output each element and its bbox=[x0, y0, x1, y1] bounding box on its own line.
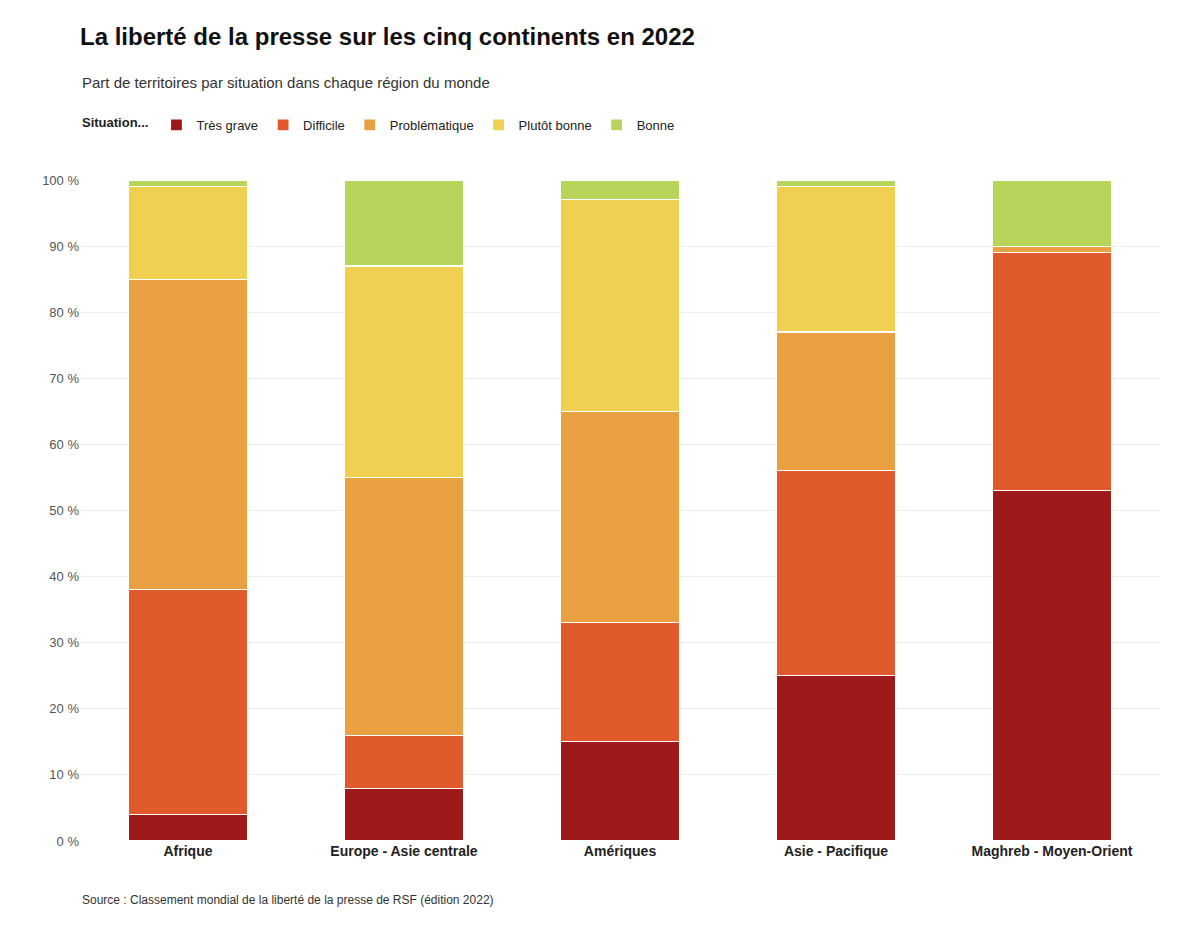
svg-text:90 %: 90 % bbox=[49, 239, 79, 254]
svg-text:60 %: 60 % bbox=[49, 437, 79, 452]
svg-text:Problématique: Problématique bbox=[390, 118, 474, 133]
svg-text:Europe - Asie centrale: Europe - Asie centrale bbox=[330, 843, 478, 859]
svg-text:0 %: 0 % bbox=[57, 834, 80, 849]
svg-text:Situation...: Situation... bbox=[82, 115, 148, 130]
svg-text:Plutôt bonne: Plutôt bonne bbox=[519, 118, 592, 133]
svg-text:Maghreb - Moyen-Orient: Maghreb - Moyen-Orient bbox=[971, 843, 1132, 859]
svg-text:Afrique: Afrique bbox=[164, 843, 213, 859]
svg-text:100 %: 100 % bbox=[42, 173, 79, 188]
svg-text:10 %: 10 % bbox=[49, 767, 79, 782]
svg-text:Source : Classement mondial de: Source : Classement mondial de la libert… bbox=[82, 893, 494, 907]
svg-text:70 %: 70 % bbox=[49, 371, 79, 386]
svg-text:80 %: 80 % bbox=[49, 305, 79, 320]
svg-text:Bonne: Bonne bbox=[637, 118, 675, 133]
svg-text:40 %: 40 % bbox=[49, 569, 79, 584]
svg-text:La liberté de la presse sur le: La liberté de la presse sur les cinq con… bbox=[80, 23, 695, 50]
svg-text:Amériques: Amériques bbox=[584, 843, 657, 859]
svg-text:Difficile: Difficile bbox=[303, 118, 345, 133]
svg-text:Part de territoires par situat: Part de territoires par situation dans c… bbox=[82, 74, 490, 91]
svg-text:20 %: 20 % bbox=[49, 701, 79, 716]
svg-text:Très grave: Très grave bbox=[196, 118, 258, 133]
svg-text:Asie - Pacifique: Asie - Pacifique bbox=[784, 843, 888, 859]
svg-text:50 %: 50 % bbox=[49, 503, 79, 518]
svg-text:30 %: 30 % bbox=[49, 635, 79, 650]
